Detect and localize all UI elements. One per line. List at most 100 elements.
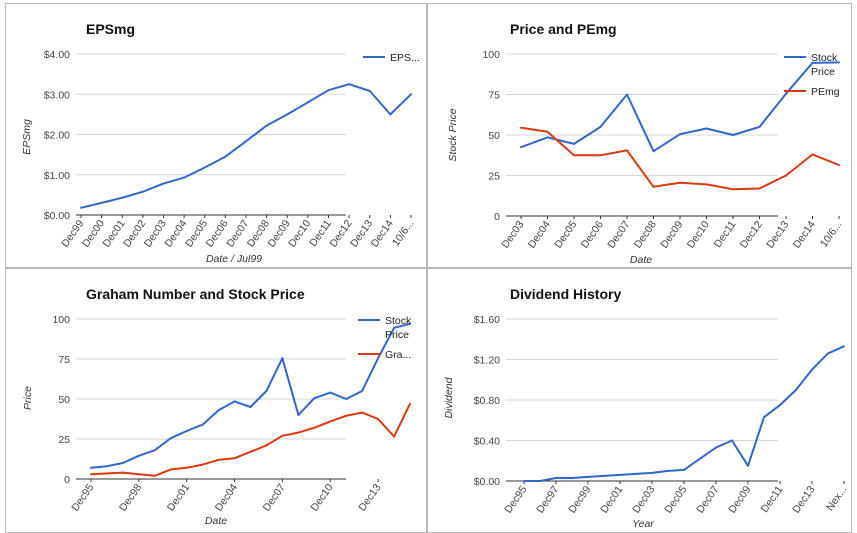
data-point (520, 126, 522, 129)
y-tick-label: 75 (488, 90, 500, 102)
x-tick-label: Dec03 (630, 484, 657, 516)
data-point (80, 206, 82, 209)
x-tick-label: Dec04 (526, 219, 553, 251)
y-tick-label: $0.00 (474, 476, 500, 488)
data-point (121, 471, 124, 474)
y-tick-label: $4.00 (44, 49, 70, 61)
data-point (409, 322, 411, 325)
data-point (635, 472, 637, 475)
data-point (523, 480, 525, 482)
y-tick-label: 25 (488, 171, 500, 183)
data-point (313, 397, 316, 400)
data-point (162, 182, 165, 185)
x-tick-label: Dec13 (790, 484, 817, 516)
data-point (811, 153, 814, 156)
chart-title: EPSmg (86, 21, 135, 37)
x-tick-label: Dec10 (308, 482, 335, 514)
legend-label-line: Price (811, 66, 835, 78)
x-tick-label: Dec09 (658, 219, 685, 251)
data-point (348, 83, 351, 86)
data-point (201, 423, 204, 426)
x-tick-label: Dec07 (694, 484, 721, 516)
x-tick-label: Dec13 (764, 219, 791, 251)
data-point (121, 462, 124, 464)
y-tick-label: 100 (482, 49, 500, 61)
series-line-0 (80, 83, 412, 209)
dividend-chart-svg: Dividend History $0.00 $0.40 $0.80 $1.20 $1.… (443, 286, 850, 530)
y-axis-label: Dividend (443, 376, 455, 418)
data-point (571, 476, 573, 479)
data-point (368, 90, 371, 93)
x-tick-label: Dec01 (598, 484, 625, 516)
series-line-0 (520, 61, 840, 153)
data-point (90, 466, 92, 469)
x-tick-label: 10/6... (818, 219, 845, 250)
data-point (361, 411, 364, 414)
data-point (715, 446, 717, 449)
data-point (731, 439, 733, 442)
x-tick-label: Dec13 (356, 482, 383, 514)
graham-chart-panel: Graham Number and Stock Price 0 25 50 75 100… (5, 268, 427, 533)
x-tick-label: Dec03 (499, 219, 526, 251)
legend-label: Stock Price (385, 315, 412, 341)
data-point (667, 469, 669, 472)
data-point (105, 472, 108, 475)
data-point (626, 93, 628, 96)
y-tick-label: 100 (52, 314, 70, 326)
data-point (758, 187, 761, 190)
data-point (153, 474, 156, 477)
x-tick-label: Nex... (824, 484, 850, 513)
x-axis-label: Year (632, 518, 654, 530)
y-tick-label: 50 (488, 130, 500, 142)
y-tick-label: $0.40 (474, 436, 500, 448)
data-point (217, 409, 220, 412)
data-point (699, 457, 701, 460)
data-point (652, 150, 655, 153)
data-point (795, 388, 797, 391)
x-tick-label: Dec01 (165, 482, 192, 514)
data-point (546, 130, 549, 133)
data-point (393, 435, 396, 438)
data-point (811, 61, 814, 64)
data-point (843, 345, 845, 348)
legend-label: Stock Price (811, 52, 838, 78)
data-point (217, 458, 220, 461)
y-tick-label: 50 (58, 394, 70, 406)
data-point (141, 190, 144, 193)
data-point (203, 166, 206, 169)
data-point (265, 124, 268, 127)
data-point (599, 125, 602, 128)
data-point (626, 149, 628, 152)
data-point (705, 183, 708, 186)
series-line-1 (90, 403, 411, 477)
data-point (233, 400, 236, 403)
data-point (329, 420, 332, 423)
data-point (389, 113, 392, 116)
data-point (393, 326, 396, 329)
data-point (520, 146, 522, 149)
eps-chart-panel: EPSmg $0.00 $1.00 $2.00 $3.00 $4.00 Dec99 Dec0… (5, 3, 427, 268)
graham-chart-svg: Graham Number and Stock Price 0 25 50 75 100… (22, 286, 412, 527)
series-line-1 (520, 126, 840, 191)
x-tick-label: Dec10 (685, 219, 712, 251)
legend-label: EPS... (390, 52, 420, 64)
x-axis-label: Date / Jul99 (206, 253, 262, 265)
x-tick-label: Dec95 (69, 482, 96, 514)
data-point (121, 196, 124, 199)
data-point (297, 414, 300, 416)
data-point (732, 134, 734, 136)
data-point (265, 390, 268, 392)
x-tick-label: 10/6... (390, 218, 417, 249)
chart-title: Price and PEmg (510, 21, 617, 37)
series-line-0 (524, 345, 845, 482)
legend-label-line: Stock (811, 52, 838, 64)
y-tick-label: $2.00 (44, 130, 70, 142)
y-tick-label: $1.00 (44, 170, 70, 182)
data-point (201, 463, 204, 466)
data-point (679, 181, 681, 184)
x-tick-label: Dec05 (662, 484, 689, 516)
data-point (185, 430, 188, 432)
chart-title: Dividend History (510, 286, 621, 302)
legend-label-line: Stock (385, 315, 412, 327)
data-point (603, 474, 605, 477)
